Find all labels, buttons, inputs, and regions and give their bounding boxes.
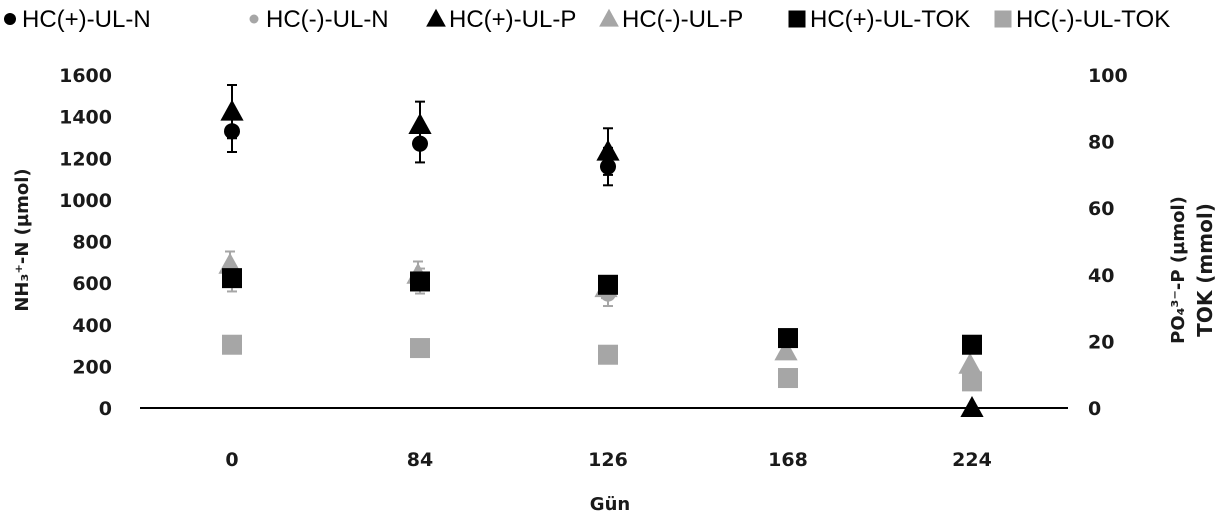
right-tick-label: 100 [1088, 65, 1128, 87]
x-tick-label: 84 [407, 449, 433, 471]
right-tick-label: 0 [1088, 398, 1101, 420]
legend-entry-label: HC(+)-UL-N [22, 6, 151, 33]
left-tick-label: 1400 [59, 107, 112, 129]
left-tick-label: 1000 [59, 190, 112, 212]
data-point-square [962, 371, 982, 392]
data-point-circle [412, 135, 428, 152]
data-point-square [410, 338, 430, 359]
data-point-circle [224, 123, 240, 140]
legend-marker-triangle [599, 8, 619, 27]
data-point-square [778, 368, 798, 389]
legend-entry-label: HC(-)-UL-N [266, 6, 389, 33]
data-point-triangle [958, 352, 982, 374]
left-axis-title: NH₃⁺-N (µmol) [12, 168, 33, 311]
legend-entry-label: HC(-)-UL-TOK [1016, 6, 1170, 33]
right-tick-label: 80 [1088, 132, 1114, 154]
data-point-square [222, 334, 242, 355]
data-point-square [222, 268, 242, 289]
left-tick-label: 1200 [59, 148, 112, 170]
x-tick-label: 0 [225, 449, 238, 471]
data-point-triangle [774, 339, 798, 361]
legend: HC(+)-UL-N HC(-)-UL-N HC(+)-UL-P HC(-)-UL-P… [4, 6, 1170, 33]
left-tick-label: 400 [72, 315, 112, 337]
legend-entry-label: HC(-)-UL-P [622, 6, 743, 33]
legend-entry-label: HC(+)-UL-TOK [810, 6, 970, 33]
left-tick-label: 1600 [59, 65, 112, 87]
x-tick-label: 126 [588, 449, 628, 471]
legend-marker-square [788, 10, 806, 28]
x-tick-label: 168 [768, 449, 808, 471]
legend-marker-triangle [426, 8, 446, 27]
data-point-square [410, 271, 430, 292]
legend-marker-circle [249, 14, 259, 24]
data-point-square [778, 328, 798, 349]
data-point-triangle [408, 112, 432, 134]
legend-marker-square [994, 10, 1012, 28]
legend-marker-circle [4, 13, 16, 25]
data-point-circle [600, 158, 616, 175]
data-point-triangle [220, 99, 244, 121]
left-tick-label: 800 [72, 232, 112, 254]
left-tick-label: 0 [99, 398, 112, 420]
data-point-square [962, 334, 982, 355]
data-point-triangle [960, 396, 984, 417]
data-point-square [598, 344, 618, 365]
right-tick-label: 60 [1088, 198, 1114, 220]
data-points [218, 99, 984, 417]
data-point-square [598, 274, 618, 295]
legend-entry-label: HC(+)-UL-P [449, 6, 576, 33]
right-axis-title-tok: TOK (mmol) [1193, 203, 1217, 337]
x-axis-title: Gün [590, 494, 630, 515]
left-tick-label: 600 [72, 273, 112, 295]
right-tick-label: 20 [1088, 331, 1114, 353]
left-tick-label: 200 [72, 356, 112, 378]
right-axis-ticks: 0 20 40 60 80 100 [1088, 65, 1128, 420]
x-tick-label: 224 [952, 449, 992, 471]
x-axis-ticks: 0 84 126 168 224 [225, 449, 991, 471]
right-tick-label: 40 [1088, 265, 1114, 287]
data-point-triangle [596, 139, 620, 161]
right-axis-title-po4: PO₄³⁻-P (µmol) [1168, 196, 1189, 344]
left-axis-ticks: 0 200 400 600 800 1000 1200 1400 1600 [59, 65, 112, 420]
